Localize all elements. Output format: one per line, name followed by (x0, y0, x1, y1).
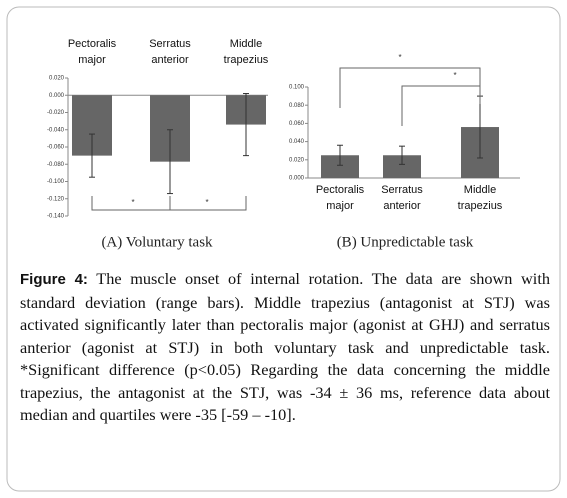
y-tick-label: 0.020 (289, 157, 305, 163)
y-tick-label: 0.100 (289, 85, 305, 91)
significance-mark: * (453, 71, 456, 80)
y-tick-label: 0.080 (289, 103, 305, 109)
y-tick-label: 0.000 (49, 93, 65, 99)
y-tick-label: -0.140 (47, 214, 65, 220)
category-label: Pectoralis major (315, 184, 365, 212)
category-label: Pectoralis major (67, 38, 117, 66)
category-label: Serratus anterior (381, 184, 423, 212)
y-tick-label: 0.060 (289, 121, 305, 127)
bar (383, 155, 421, 178)
category-label: Middle trapezius (457, 184, 503, 212)
y-tick-label: 0.040 (289, 139, 305, 145)
y-tick-label: -0.080 (47, 162, 65, 168)
y-tick-label: -0.120 (47, 196, 65, 202)
bar (321, 155, 359, 178)
significance-bracket (339, 67, 481, 108)
y-tick-label: -0.060 (47, 145, 65, 151)
significance-bracket (91, 196, 247, 211)
significance-bracket (169, 196, 247, 211)
significance-mark: * (398, 53, 401, 62)
subtitle: (B) Unpredictable task (337, 234, 474, 250)
caption: Figure 4: The muscle onset of internal r… (20, 268, 550, 427)
subtitle: (A) Voluntary task (101, 234, 213, 250)
significance-mark: * (131, 198, 134, 207)
y-tick-label: 0.000 (289, 176, 305, 182)
caption-label: Figure 4: (20, 271, 88, 288)
category-label: Serratus anterior (149, 38, 191, 66)
y-tick-label: -0.020 (47, 110, 65, 116)
significance-bracket (401, 85, 481, 126)
y-tick-label: -0.100 (47, 179, 65, 185)
y-tick-label: 0.020 (49, 76, 65, 82)
category-label: Middle trapezius (223, 38, 269, 66)
frame (6, 6, 561, 492)
caption-text: The muscle onset of internal rotation. T… (20, 269, 550, 424)
significance-mark: * (205, 198, 208, 207)
y-tick-label: -0.040 (47, 127, 65, 133)
